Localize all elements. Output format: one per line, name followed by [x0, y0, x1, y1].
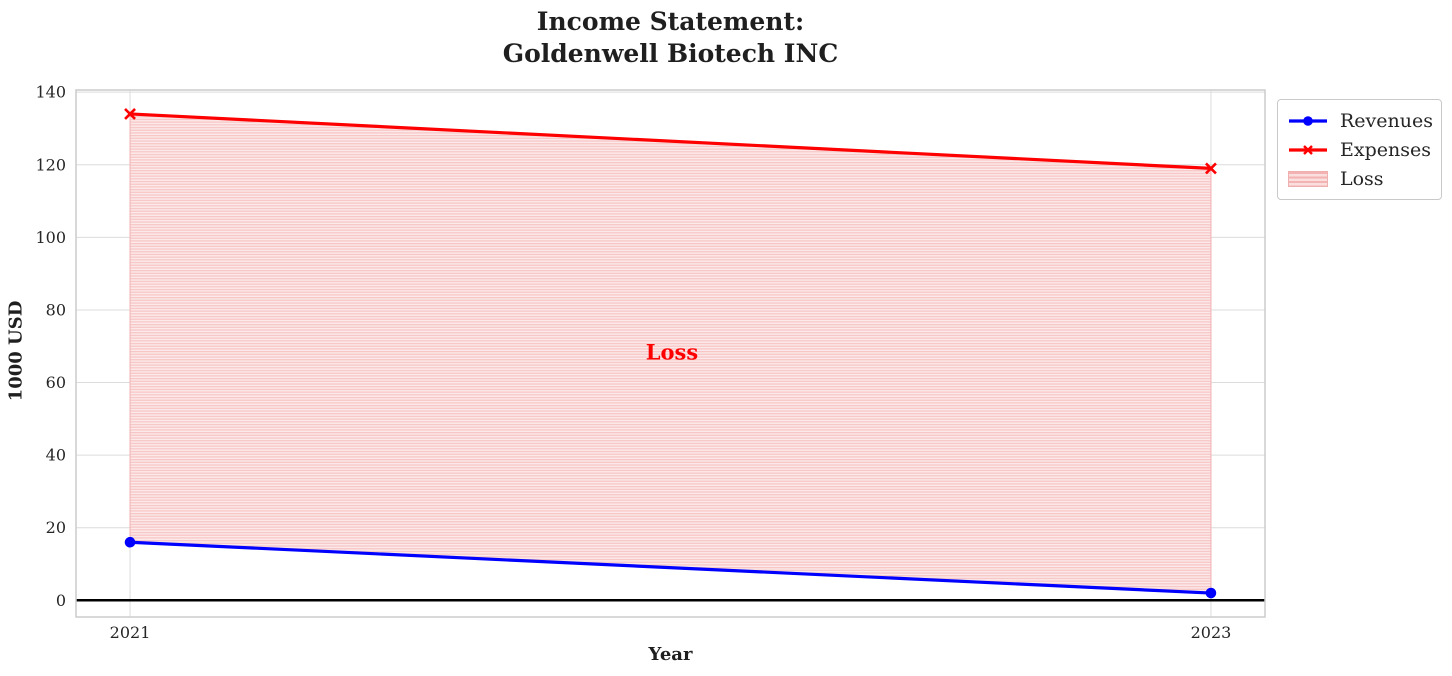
legend-item-revenues: Revenues — [1288, 107, 1433, 134]
x-tick-label: 2021 — [110, 623, 151, 642]
chart-title-line2: Goldenwell Biotech INC — [502, 39, 839, 68]
legend-loss-swatch-icon — [1288, 170, 1328, 187]
legend-revenues-label: Revenues — [1340, 109, 1433, 132]
legend-item-expenses: Expenses — [1288, 136, 1431, 163]
y-tick-label: 20 — [46, 518, 66, 537]
legend-expenses-label: Expenses — [1340, 138, 1431, 161]
y-tick-label: 100 — [35, 228, 66, 247]
revenues-line — [128, 540, 1213, 595]
legend: Revenues Expenses Loss — [1277, 99, 1442, 200]
chart-title: Income Statement: Goldenwell Biotech INC — [76, 6, 1265, 70]
expenses-line — [128, 112, 1213, 170]
legend-loss-label: Loss — [1340, 167, 1384, 190]
y-tick-label: 40 — [46, 446, 66, 465]
x-axis-label: Year — [648, 644, 693, 665]
y-tick-label: 0 — [56, 591, 66, 610]
y-tick-label: 120 — [35, 155, 66, 174]
expenses-marker — [1205, 162, 1217, 175]
legend-item-loss: Loss — [1288, 165, 1431, 192]
revenues-marker — [1205, 587, 1217, 599]
legend-revenues-sample-icon — [1289, 115, 1327, 126]
y-tick-label: 80 — [46, 300, 66, 319]
y-tick-label: 140 — [35, 83, 66, 102]
revenues-marker — [124, 536, 136, 548]
loss-annotation: Loss — [645, 339, 699, 365]
expenses-marker — [124, 108, 136, 120]
legend-expenses-sample-icon — [1289, 144, 1327, 155]
x-tick-label: 2023 — [1191, 623, 1232, 642]
y-tick-label: 60 — [46, 373, 66, 392]
axes-spines — [75, 89, 1266, 618]
chart-title-line1: Income Statement: — [536, 7, 805, 36]
